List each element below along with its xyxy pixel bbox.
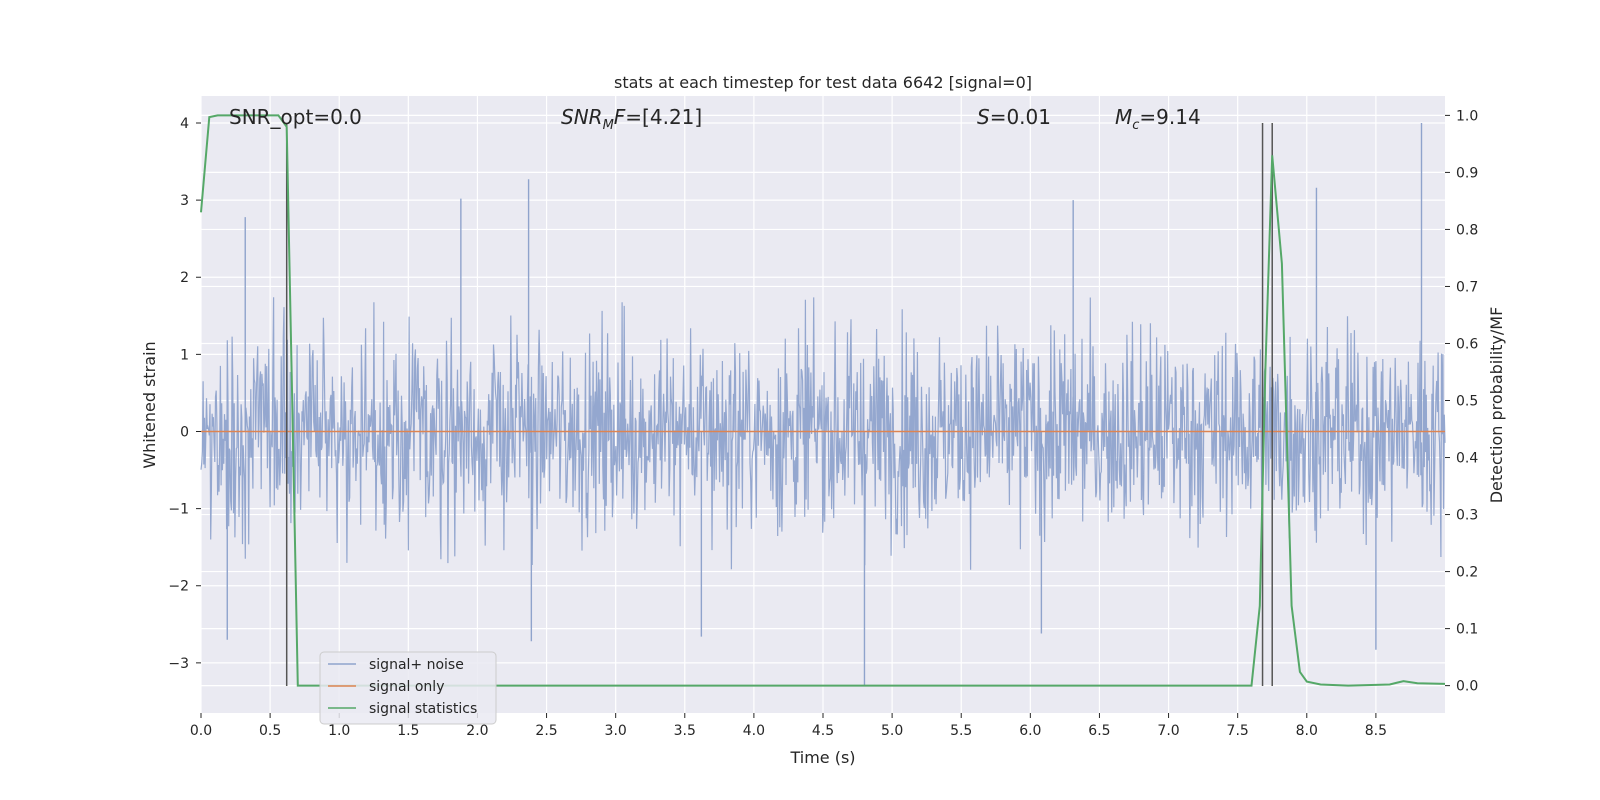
vertical-markers xyxy=(285,122,1273,687)
x-tick-label: 6.5 xyxy=(1088,723,1110,739)
x-tick-label: 6.0 xyxy=(1019,723,1041,739)
y-left-axis-ticks: −3 −2 −1 0 1 2 3 4 xyxy=(168,116,201,672)
x-tick-label: 0.5 xyxy=(259,723,281,739)
signal-noise-line xyxy=(200,297,1446,570)
x-tick-label: 1.0 xyxy=(328,723,350,739)
annotation-mc: Mc=9.14 xyxy=(1115,105,1201,133)
legend-label-signal-only: signal only xyxy=(369,679,444,695)
x-tick-label: 8.0 xyxy=(1296,723,1318,739)
annotation-snr-mf-f: F xyxy=(614,105,626,129)
x-tick-label: 7.0 xyxy=(1157,723,1179,739)
x-tick-label: 4.0 xyxy=(743,723,765,739)
y-right-tick-label: 0.2 xyxy=(1456,565,1478,581)
x-tick-label: 2.0 xyxy=(466,723,488,739)
y-left-tick-label: 1 xyxy=(180,347,189,363)
y-right-tick-label: 0.7 xyxy=(1456,279,1478,295)
y-right-tick-label: 0.1 xyxy=(1456,622,1478,638)
legend-label-signal-statistics: signal statistics xyxy=(369,701,477,717)
annotation-s-symbol: S xyxy=(977,105,990,129)
legend-box xyxy=(319,651,497,725)
annotation-s-value: =0.01 xyxy=(990,105,1051,129)
annotation-snr-mf-sub: M xyxy=(603,118,614,133)
y-right-axis-ticks: 0.0 0.1 0.2 0.3 0.4 0.5 0.6 0.7 0.8 0.9 1.0 xyxy=(1445,108,1478,695)
annotation-snr-mf-value: =[4.21] xyxy=(625,105,702,129)
chart-title: stats at each timestep for test data 664… xyxy=(614,73,1032,92)
y-right-tick-label: 0.0 xyxy=(1456,679,1478,695)
signal-statistics-line xyxy=(200,114,1446,687)
signal-statistics-series xyxy=(200,114,1446,687)
y-right-tick-label: 0.8 xyxy=(1456,222,1478,238)
annotation-mc-sub: c xyxy=(1132,118,1139,133)
x-tick-label: 1.5 xyxy=(397,723,419,739)
annotation-s: S=0.01 xyxy=(977,105,1051,129)
annotation-snr-mf-base: SNR xyxy=(561,105,603,129)
x-tick-label: 2.5 xyxy=(535,723,557,739)
y-right-tick-label: 0.4 xyxy=(1456,451,1478,467)
y-left-tick-label: 4 xyxy=(180,116,189,132)
annotation-snr-opt: SNR_opt=0.0 xyxy=(229,105,362,129)
x-tick-label: 3.5 xyxy=(674,723,696,739)
x-tick-label: 3.0 xyxy=(605,723,627,739)
annotation-mc-symbol: M xyxy=(1115,105,1132,129)
y-left-axis-label: Whitened strain xyxy=(140,341,159,468)
y-left-tick-label: −1 xyxy=(168,502,189,518)
x-tick-label: 4.5 xyxy=(812,723,834,739)
y-right-tick-label: 0.9 xyxy=(1456,165,1478,181)
y-left-tick-label: 0 xyxy=(180,424,189,440)
y-right-tick-label: 0.3 xyxy=(1456,508,1478,524)
legend: signal+ noise signal only signal statist… xyxy=(319,651,497,725)
y-left-tick-label: 3 xyxy=(180,193,189,209)
y-right-axis-label: Detection probability/MF xyxy=(1487,307,1506,504)
x-tick-label: 5.0 xyxy=(881,723,903,739)
y-right-tick-label: 1.0 xyxy=(1456,108,1478,124)
x-tick-label: 8.5 xyxy=(1365,723,1387,739)
y-left-tick-label: 2 xyxy=(180,270,189,286)
y-left-tick-label: −3 xyxy=(168,656,189,672)
legend-label-signal-noise: signal+ noise xyxy=(369,657,464,673)
annotation-snr-opt-text: SNR_opt=0.0 xyxy=(229,105,362,129)
x-tick-label: 5.5 xyxy=(950,723,972,739)
x-axis-ticks: 0.0 0.5 1.0 1.5 2.0 2.5 3.0 3.5 4.0 4.5 5.0 5.5 6.0 6… xyxy=(190,713,1387,739)
signal-noise-series xyxy=(200,122,1446,687)
y-right-tick-label: 0.6 xyxy=(1456,336,1478,352)
y-right-tick-label: 0.5 xyxy=(1456,394,1478,410)
annotation-snr-mf: SNRMF=[4.21] xyxy=(561,105,702,133)
y-left-tick-label: −2 xyxy=(168,579,189,595)
x-tick-label: 0.0 xyxy=(190,723,212,739)
x-axis-label: Time (s) xyxy=(789,748,855,767)
annotation-mc-value: =9.14 xyxy=(1139,105,1200,129)
x-tick-label: 7.5 xyxy=(1227,723,1249,739)
